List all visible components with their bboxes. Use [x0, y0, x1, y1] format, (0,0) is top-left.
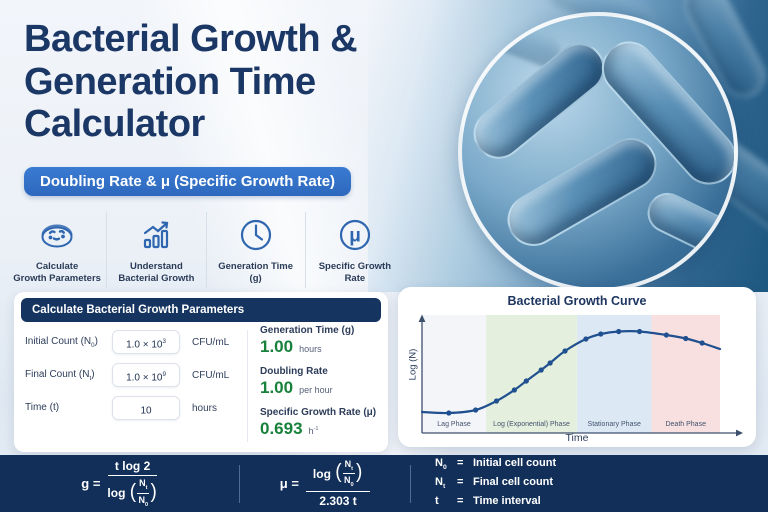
final-count-field[interactable]: 1.0 × 109: [112, 363, 180, 387]
page-title-line: Bacterial Growth &: [24, 18, 358, 60]
input-row-time: Time (t) 10 hours: [25, 396, 245, 420]
bacterium-illustration: [640, 186, 734, 270]
bacterium-illustration: [497, 128, 667, 256]
growth-chart-icon: [135, 214, 177, 256]
generation-time-value: 1.00 hours: [260, 337, 322, 356]
growth-curve-card: Bacterial Growth Curve Log (N) Lag Phase…: [398, 287, 756, 447]
page-title-line: Generation Time: [24, 60, 316, 103]
clock-icon: [235, 214, 277, 256]
generation-time-formula: g = t log 2 log ( Nt N0 ): [81, 459, 158, 508]
feature-generation-time: Generation Time (g): [205, 212, 305, 288]
input-row-initial-count: Initial Count (N0) 1.0 × 103 CFU/mL: [25, 330, 245, 354]
svg-text:μ: μ: [349, 226, 361, 247]
initial-count-field[interactable]: 1.0 × 103: [112, 330, 180, 354]
calculator-panel-header: Calculate Bacterial Growth Parameters: [21, 298, 381, 322]
page-title: Bacterial Growth & Generation Time Calcu…: [24, 18, 358, 146]
specific-growth-rate-value: 0.693 h-1: [260, 419, 319, 438]
svg-text:Lag Phase: Lag Phase: [437, 421, 471, 428]
time-label: Time (t): [25, 401, 60, 413]
growth-curve-plot: Lag Phase Log (Exponential) Phase Stationa…: [418, 314, 743, 437]
doubling-rate-value: 1.00 per hour: [260, 378, 333, 397]
subtitle-badge: Doubling Rate & μ (Specific Growth Rate): [24, 167, 352, 196]
mu-icon: μ: [334, 214, 376, 256]
legend-row: Nt = Final cell count: [435, 476, 554, 491]
page-title-line: Calculator: [24, 103, 205, 146]
svg-text:Death Phase: Death Phase: [665, 421, 706, 428]
legend-row: t = Time interval: [435, 494, 541, 507]
initial-count-unit: CFU/mL: [192, 336, 230, 348]
footer-divider: [239, 464, 240, 503]
panel-divider: [247, 330, 248, 442]
footer-divider: [410, 464, 411, 503]
svg-text:Stationary Phase: Stationary Phase: [588, 421, 641, 428]
formula-symbol: μ =: [279, 475, 299, 491]
time-unit: hours: [192, 402, 218, 414]
calculator-panel: Calculate Bacterial Growth Parameters In…: [14, 292, 388, 452]
feature-calculate-parameters: Calculate Growth Parameters: [8, 212, 106, 288]
formula-symbol: g =: [81, 475, 101, 491]
petri-dish-icon: [36, 214, 78, 256]
x-axis-label: Time: [565, 432, 589, 444]
feature-label: Understand Bacterial Growth: [118, 261, 195, 285]
final-count-label: Final Count (Nt): [25, 368, 95, 382]
time-field[interactable]: 10: [112, 396, 180, 420]
result-specific-growth-rate: Specific Growth Rate (μ) 0.693 h-1: [260, 407, 377, 438]
svg-text:Log (Exponential) Phase: Log (Exponential) Phase: [493, 421, 570, 428]
feature-label: Calculate Growth Parameters: [13, 261, 101, 285]
result-generation-time: Generation Time (g) 1.00 hours: [260, 325, 355, 356]
feature-label: Specific Growth Rate: [318, 261, 392, 285]
final-count-unit: CFU/mL: [192, 369, 230, 381]
result-doubling-rate: Doubling Rate 1.00 per hour: [260, 366, 333, 397]
feature-understand-growth: Understand Bacterial Growth: [106, 212, 205, 288]
initial-count-label: Initial Count (N0): [25, 335, 98, 349]
feature-row: Calculate Growth Parameters Understand B…: [8, 212, 404, 288]
legend-row: N0 = Initial cell count: [435, 457, 557, 472]
formula-footer: g = t log 2 log ( Nt N0 ) μ =: [0, 455, 768, 512]
bacteria-photo-circle: [458, 12, 738, 292]
specific-growth-rate-formula: μ = log ( Nt N0 ) 2.303 t: [240, 459, 410, 508]
feature-label: Generation Time (g): [218, 261, 294, 285]
input-row-final-count: Final Count (Nt) 1.0 × 109 CFU/mL: [25, 363, 245, 387]
symbol-legend: N0 = Initial cell count Nt = Final cell …: [411, 455, 768, 511]
chart-title: Bacterial Growth Curve: [507, 294, 647, 308]
feature-specific-growth-rate: μ Specific Growth Rate: [304, 212, 404, 288]
